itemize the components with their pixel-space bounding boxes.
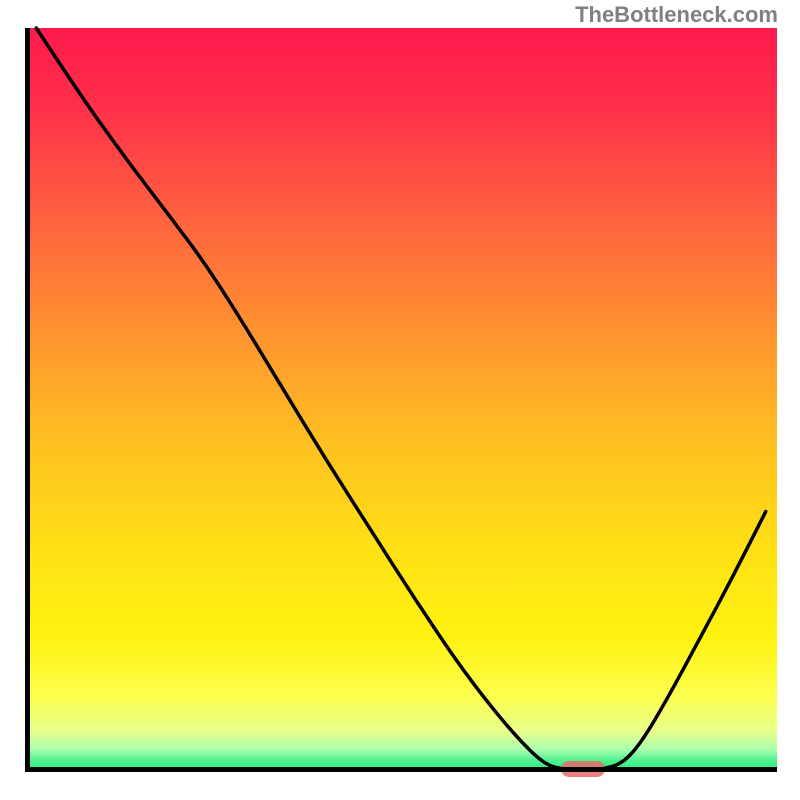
- y-axis: [25, 28, 30, 772]
- chart-container: TheBottleneck.com: [0, 0, 800, 800]
- bottleneck-curve: [25, 28, 777, 772]
- attribution-text: TheBottleneck.com: [575, 2, 778, 28]
- plot-area: [25, 28, 777, 772]
- x-axis: [25, 767, 777, 772]
